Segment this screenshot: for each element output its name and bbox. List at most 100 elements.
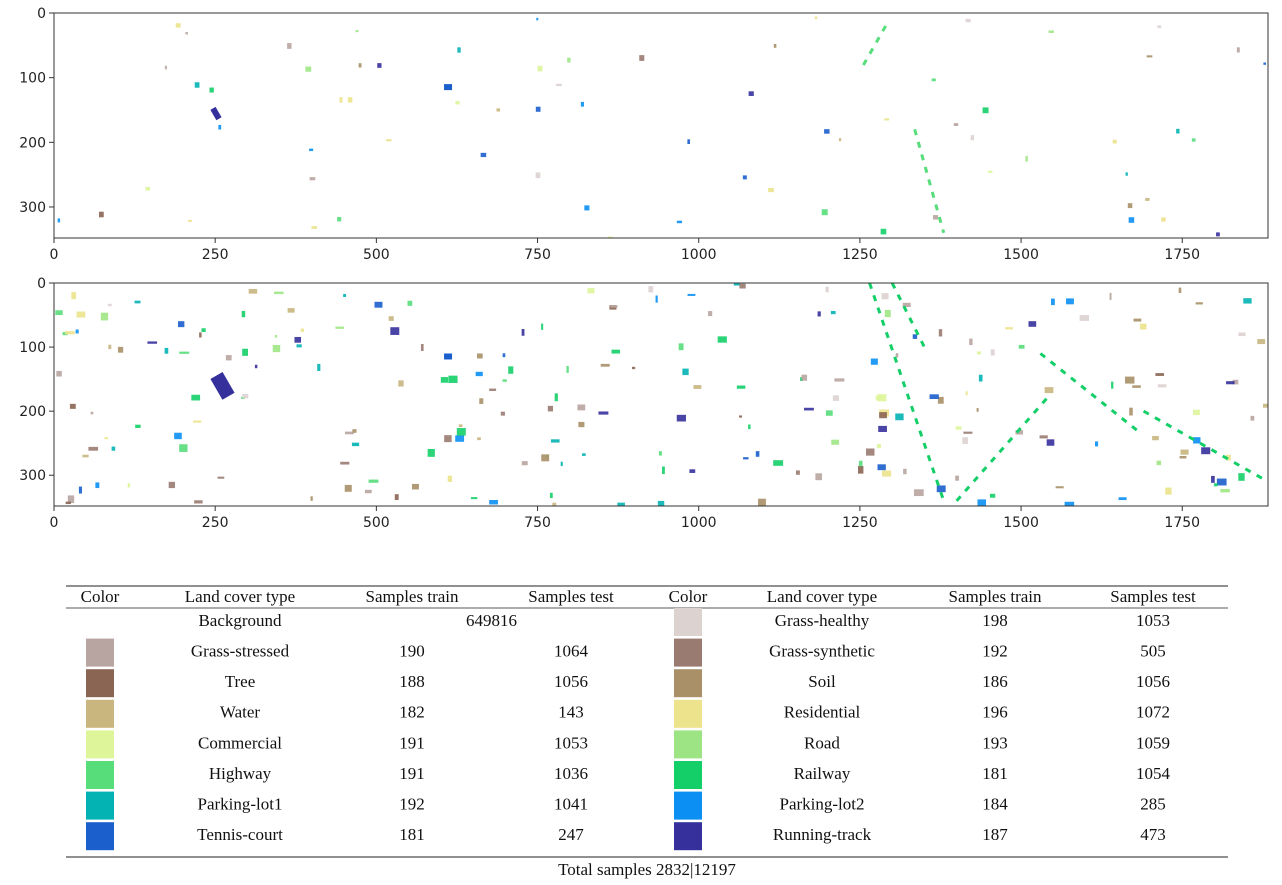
table-cell: Tennis-court <box>197 825 283 844</box>
map-patch <box>179 444 187 452</box>
map-patch <box>345 485 352 492</box>
color-swatch <box>86 822 114 850</box>
map-patch <box>193 421 201 423</box>
map-patch <box>548 406 553 412</box>
map-patch <box>878 464 886 470</box>
x-tick-label: 1500 <box>1003 247 1039 263</box>
map-patch <box>147 341 157 343</box>
map-patch <box>556 84 562 86</box>
map-patch <box>301 329 304 332</box>
map-patch <box>398 380 403 386</box>
map-patch <box>348 97 353 102</box>
color-swatch <box>86 700 114 728</box>
color-swatch <box>674 761 702 789</box>
map-patch <box>310 496 312 501</box>
map-patch <box>582 453 586 456</box>
x-tick-label: 1250 <box>842 515 878 531</box>
map-railway <box>957 398 1047 501</box>
map-patch <box>878 426 887 432</box>
map-patch <box>477 353 483 358</box>
map-patch <box>826 410 833 415</box>
map-patch <box>881 229 887 235</box>
table-cell: Highway <box>209 764 272 783</box>
map-patch <box>317 364 320 371</box>
map-patch <box>930 394 939 399</box>
y-tick-label: 100 <box>19 340 46 356</box>
table-cell: Railway <box>794 764 851 783</box>
map-patch <box>1025 156 1027 162</box>
map-patch <box>242 311 246 317</box>
map-patch <box>1132 385 1141 388</box>
map-patch <box>988 171 992 173</box>
map-patch <box>1066 298 1074 304</box>
map-patch <box>1134 319 1142 322</box>
y-tick-label: 0 <box>37 6 46 22</box>
map-patch <box>448 476 452 482</box>
map-patch <box>352 443 359 446</box>
map-patch <box>962 437 968 444</box>
map-patch <box>188 220 192 222</box>
map-patch <box>88 447 98 451</box>
map-patch <box>876 396 883 401</box>
table-cell: 1072 <box>1136 703 1170 722</box>
map-patch <box>871 359 878 365</box>
map-patch <box>1220 489 1229 492</box>
map-patch <box>977 499 986 506</box>
map-patch <box>1193 410 1200 415</box>
map-railway <box>1144 411 1268 481</box>
map-patch <box>831 440 839 445</box>
map-patch <box>743 175 747 179</box>
map-patch <box>718 336 727 342</box>
y-tick-label: 100 <box>19 71 46 87</box>
table-cell: 198 <box>982 611 1008 630</box>
map-patch <box>444 435 451 442</box>
x-tick-label: 0 <box>50 515 59 531</box>
map-patch <box>65 331 75 334</box>
map-patch <box>377 63 381 68</box>
x-tick-label: 1000 <box>681 247 717 263</box>
map-patch <box>95 482 99 488</box>
map-patch <box>459 424 463 427</box>
table-cell: 143 <box>558 703 584 722</box>
x-tick-label: 500 <box>363 515 390 531</box>
map-patch <box>444 84 452 90</box>
map-patch <box>1129 408 1132 416</box>
map-patch <box>471 497 477 499</box>
color-swatch <box>86 669 114 697</box>
map-patch <box>1263 63 1266 65</box>
map-patch <box>858 466 863 474</box>
map-patch <box>1192 138 1196 141</box>
map-patch <box>1161 217 1166 221</box>
map-patch <box>601 364 610 367</box>
map-patch <box>390 327 399 335</box>
table-cell: 191 <box>399 733 425 752</box>
map-patch <box>990 494 995 498</box>
map-patch <box>796 470 800 474</box>
map-patch <box>55 310 62 315</box>
map-patch <box>374 302 382 308</box>
map-patch <box>455 101 459 104</box>
table-cell: 1059 <box>1136 733 1170 752</box>
table-cell: 1036 <box>554 764 588 783</box>
map-patch <box>1140 324 1147 330</box>
map-patch <box>933 215 938 219</box>
map-patch <box>71 292 76 299</box>
map-patch <box>1211 476 1215 483</box>
color-swatch <box>674 669 702 697</box>
map-patch <box>104 437 108 439</box>
map-patch <box>541 454 549 461</box>
map-patch <box>818 311 821 316</box>
map-patch <box>457 47 460 52</box>
x-tick-label: 750 <box>524 247 551 263</box>
map-patch <box>135 301 141 304</box>
table-cell: Grass-healthy <box>775 611 870 630</box>
map-patch <box>1165 488 1171 495</box>
map-patch <box>768 188 774 192</box>
figure: 0250500750100012501500175001002003000250… <box>0 0 1282 885</box>
map-patch <box>305 67 311 72</box>
map-patch <box>185 32 188 34</box>
map-patch <box>734 283 740 285</box>
map-patch <box>340 462 349 465</box>
map-patch <box>831 311 836 314</box>
map-patch <box>503 379 507 381</box>
